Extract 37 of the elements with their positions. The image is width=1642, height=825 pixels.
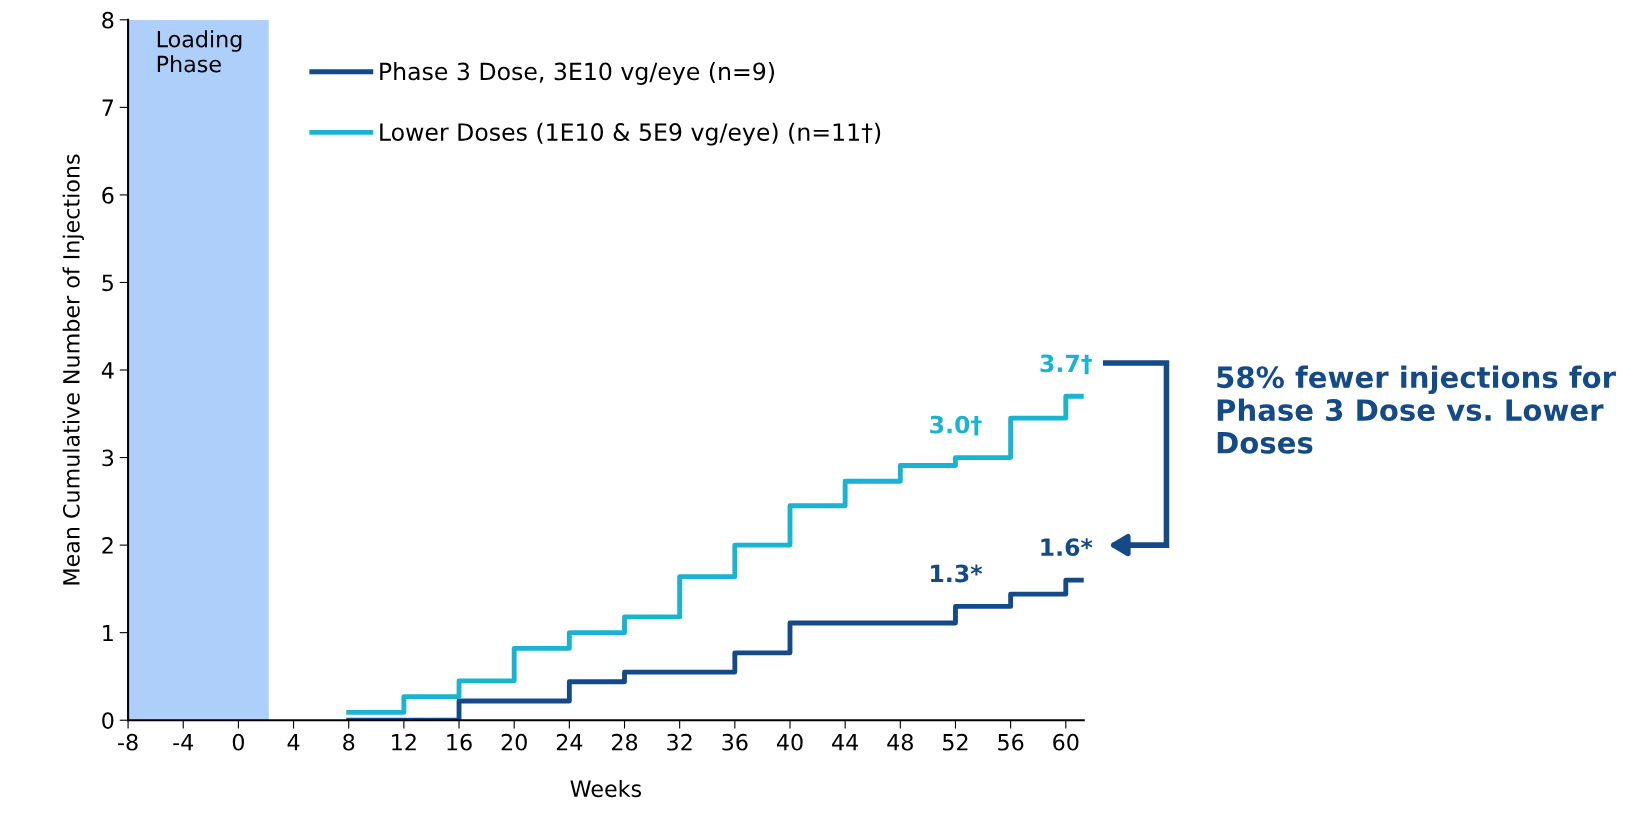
y-axis-title: Mean Cumulative Number of Injections bbox=[62, 154, 85, 585]
x-tick-label: 24 bbox=[556, 733, 583, 751]
y-tick-label: 2 bbox=[102, 537, 113, 554]
x-tick-label: 48 bbox=[887, 733, 913, 751]
data-label: 1.6* bbox=[1041, 538, 1093, 557]
data-label: 3.0† bbox=[930, 415, 982, 436]
x-tick-label: -8 bbox=[118, 733, 138, 751]
y-tick-label: 8 bbox=[102, 11, 114, 29]
legend-label: Phase 3 Dose, 3E10 vg/eye (n=9) bbox=[380, 62, 774, 85]
y-tick-label: 4 bbox=[101, 362, 114, 379]
y-tick-label: 5 bbox=[102, 274, 113, 292]
x-tick-label: 40 bbox=[776, 733, 803, 751]
y-tick-label: 1 bbox=[103, 624, 113, 642]
data-label: 3.7† bbox=[1040, 354, 1092, 375]
x-tick-label: 20 bbox=[501, 733, 527, 751]
legend-label: Lower Doses (1E10 & 5E9 vg/eye) (n=11†) bbox=[380, 122, 881, 146]
x-axis-title: Weeks bbox=[570, 779, 642, 798]
y-tick-label: 6 bbox=[102, 186, 114, 204]
x-tick-label: 8 bbox=[343, 733, 355, 751]
y-tick-label: 0 bbox=[102, 712, 114, 729]
y-tick-label: 7 bbox=[102, 99, 113, 116]
x-tick-label: 44 bbox=[832, 734, 859, 751]
band-label: Loading Phase bbox=[157, 30, 242, 73]
x-tick-label: 60 bbox=[1053, 733, 1079, 751]
x-tick-label: 36 bbox=[722, 733, 748, 751]
x-tick-label: 0 bbox=[232, 733, 244, 751]
x-tick-label: 4 bbox=[287, 734, 300, 751]
x-tick-label: 52 bbox=[943, 733, 968, 751]
x-tick-label: -4 bbox=[173, 734, 194, 751]
y-tick-label: 3 bbox=[102, 449, 114, 467]
x-tick-label: 56 bbox=[998, 733, 1024, 751]
x-tick-label: 16 bbox=[447, 733, 472, 751]
x-tick-label: 32 bbox=[667, 733, 692, 751]
x-tick-label: 12 bbox=[392, 733, 416, 751]
text: 58% fewer injections for Phase 3 Dose vs. Lower Doses bbox=[1217, 365, 1616, 454]
data-label: 1.3* bbox=[931, 564, 983, 583]
x-tick-label: 28 bbox=[612, 733, 638, 751]
